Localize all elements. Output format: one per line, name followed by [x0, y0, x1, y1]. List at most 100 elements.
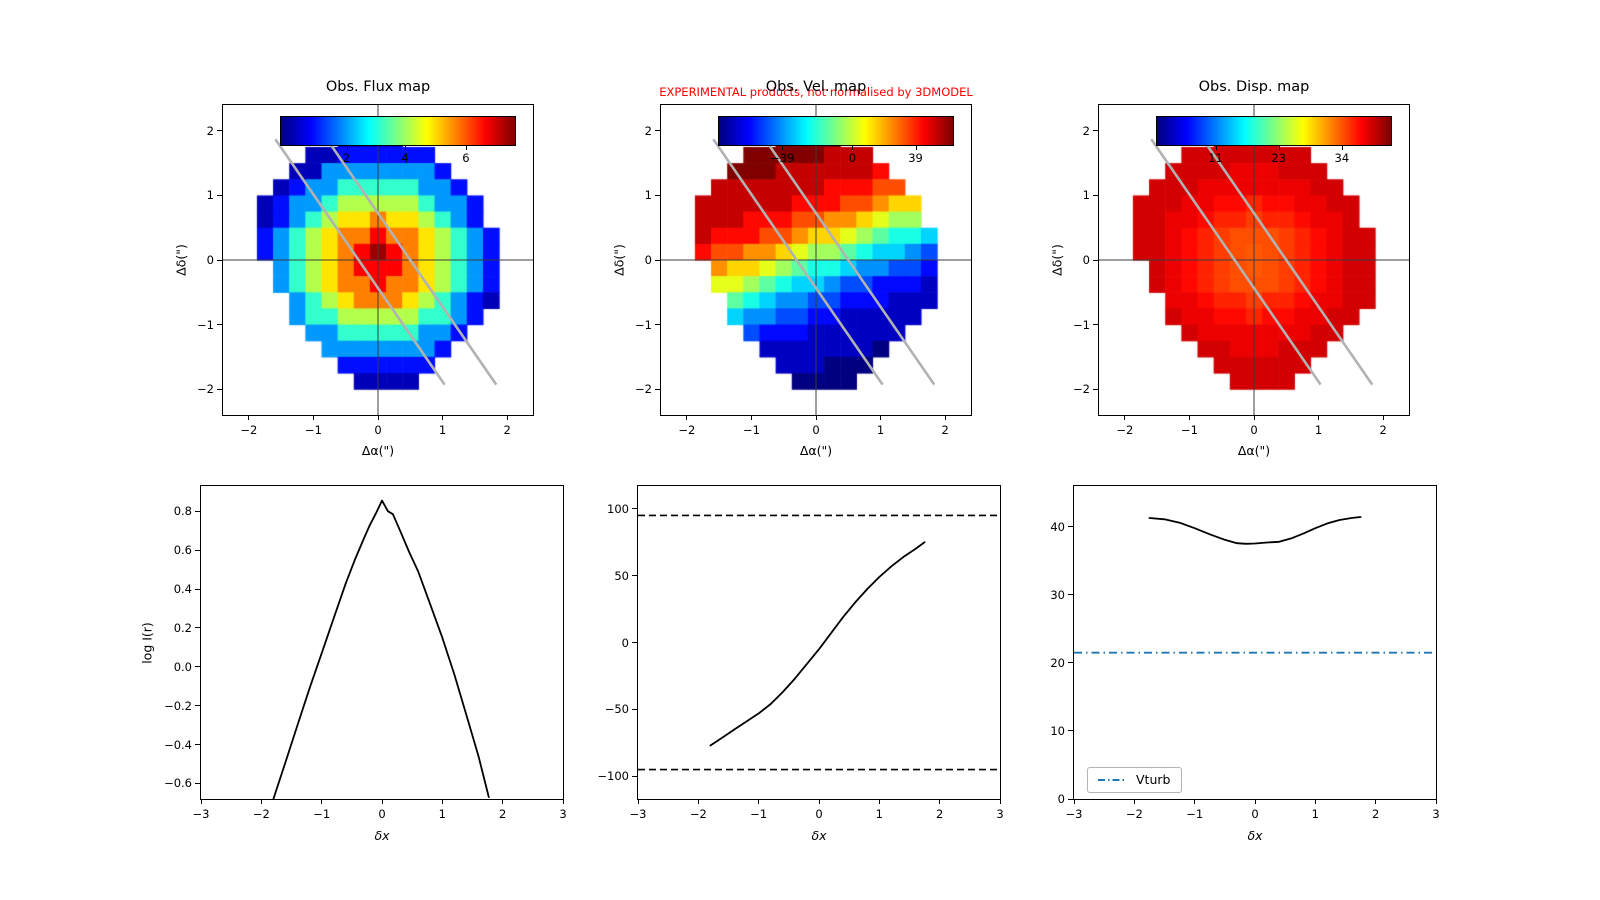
colorbar-tick-label: 34	[1334, 151, 1350, 165]
colorbar-tick	[1215, 146, 1217, 150]
x-tick-label: 2	[941, 423, 949, 437]
y-tick	[217, 194, 222, 196]
y-tick	[195, 510, 200, 512]
disp-map-xlabel: Δα(")	[1237, 443, 1271, 458]
y-tick-label: −1	[197, 317, 214, 332]
x-tick-label: 3	[559, 807, 567, 821]
y-tick-label: 0.4	[173, 582, 192, 597]
y-tick-label: 0	[206, 253, 214, 267]
y-tick	[1068, 662, 1073, 664]
y-tick-label: 2	[1082, 123, 1090, 138]
x-tick-label: −1	[742, 423, 760, 437]
position-angle-line	[712, 138, 884, 386]
y-tick	[1093, 130, 1098, 132]
flux-map-overlay	[223, 105, 533, 415]
colorbar-tick-label: 6	[462, 151, 470, 165]
disp-colorbar	[1156, 116, 1392, 146]
colorbar-tick	[405, 146, 407, 150]
y-tick-label: 1	[206, 188, 214, 203]
flux-map-ylabel: Δδ(")	[173, 244, 189, 276]
x-tick	[248, 415, 250, 420]
y-tick	[195, 588, 200, 590]
x-tick-label: 1	[438, 423, 447, 437]
y-tick	[655, 130, 660, 132]
x-tick-label: 0	[815, 807, 823, 821]
y-tick-label: −2	[1073, 382, 1090, 397]
y-tick	[655, 388, 660, 390]
y-tick-label: −1	[635, 317, 652, 332]
y-tick	[195, 782, 200, 784]
colorbar-tick	[465, 146, 467, 150]
flux-profile-xlabel: δx	[374, 828, 390, 843]
disp-map-overlay	[1099, 105, 1409, 415]
y-tick-label: 50	[614, 568, 629, 583]
y-tick	[217, 259, 222, 261]
velocity-profile-xlabel: δx	[811, 828, 827, 843]
x-tick-label: 2	[498, 807, 507, 821]
colorbar-tick	[346, 146, 348, 150]
x-tick	[1188, 415, 1190, 420]
y-tick-label: −2	[197, 382, 214, 397]
y-tick	[1068, 594, 1073, 596]
y-tick-label: 2	[206, 123, 214, 138]
y-tick	[195, 627, 200, 629]
x-tick	[502, 799, 504, 804]
flux-profile-panel: δx log I(r) −3 −2 −1 0 1 2 3 −0.6 −0.4 −0.2 0.0 0.2…	[140, 485, 567, 843]
y-tick-label: 0	[1082, 253, 1090, 267]
y-tick	[655, 194, 660, 196]
x-tick	[815, 415, 817, 420]
y-tick-label: −50	[604, 702, 629, 717]
flux-colorbar	[280, 116, 516, 146]
y-tick	[1068, 526, 1073, 528]
y-tick-label: −0.2	[164, 698, 192, 713]
position-angle-line	[1201, 138, 1374, 386]
colorbar-tick-label: −39	[770, 151, 795, 165]
x-tick-label: 0	[1250, 423, 1258, 437]
y-tick-label: 1	[644, 188, 652, 203]
y-tick	[217, 130, 222, 132]
x-tick	[312, 415, 314, 420]
x-tick-label: −1	[750, 807, 768, 821]
x-tick-label: 3	[1432, 807, 1440, 821]
disp-map-title: Obs. Disp. map	[1198, 79, 1310, 95]
y-tick	[632, 775, 637, 777]
x-tick	[1253, 415, 1255, 420]
legend: Vturb	[1087, 767, 1183, 793]
x-tick-label: 0	[1251, 807, 1259, 821]
position-angle-line	[1150, 138, 1322, 386]
colorbar-tick	[852, 146, 854, 150]
y-tick	[217, 324, 222, 326]
legend-dashdot-sample-icon	[1098, 778, 1126, 781]
y-tick	[195, 744, 200, 746]
y-tick-label: 0.0	[173, 659, 192, 674]
obs-disp-map-panel: Obs. Disp. map Δα(") Δδ(") −2 −1 0 1 2 −2 −1 0 1…	[1050, 79, 1410, 458]
y-tick	[655, 259, 660, 261]
y-tick	[632, 708, 637, 710]
vel-map-xlabel: Δα(")	[799, 443, 833, 458]
y-tick-label: 0	[644, 253, 652, 267]
x-tick	[697, 799, 699, 804]
x-tick	[939, 799, 941, 804]
y-tick	[1093, 388, 1098, 390]
colorbar-tick	[915, 146, 917, 150]
y-tick-label: −0.6	[164, 776, 192, 791]
obs-vel-map-panel: Obs. Vel. map Δα(") Δδ(") −2 −1 0 1 2 −2 −1 0 1 2…	[612, 79, 972, 458]
colorbar-tick	[782, 146, 784, 150]
legend-label: Vturb	[1136, 772, 1171, 787]
x-tick	[260, 799, 262, 804]
x-tick	[1435, 799, 1437, 804]
x-tick	[1382, 415, 1384, 420]
x-tick-label: −3	[1065, 807, 1083, 821]
y-tick	[632, 575, 637, 577]
dispersion-profile-xlabel: δx	[1247, 828, 1263, 843]
y-tick-label: 0	[621, 635, 629, 650]
x-tick	[377, 415, 379, 420]
dispersion-profile-plot	[1074, 516, 1436, 654]
y-tick	[1093, 324, 1098, 326]
x-tick-label: 2	[503, 423, 511, 437]
y-tick	[655, 324, 660, 326]
flux-map-title: Obs. Flux map	[325, 79, 431, 95]
x-tick-label: 2	[1379, 423, 1387, 437]
position-angle-line	[325, 138, 498, 386]
